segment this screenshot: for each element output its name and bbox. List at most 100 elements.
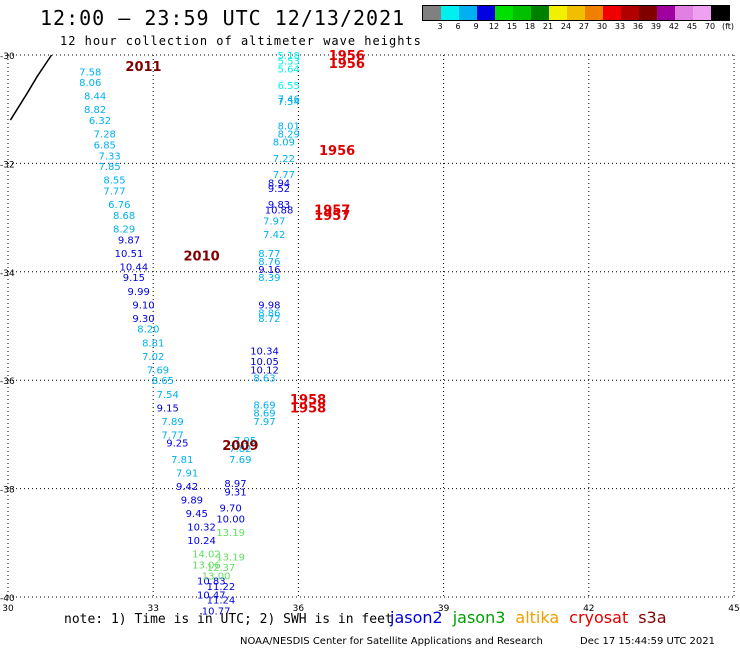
satellite-jason3: jason3	[452, 608, 506, 627]
y-tick-label: -38	[0, 486, 15, 496]
track-annotation: 2010	[184, 250, 220, 265]
wave-height-value: 7.81	[171, 455, 193, 466]
credit-text: NOAA/NESDIS Center for Satellite Applica…	[240, 636, 543, 647]
track-annotation: 1958	[290, 393, 326, 408]
wave-height-value: 7.54	[278, 97, 300, 108]
wave-height-value: 8.29	[278, 130, 300, 141]
wave-height-value: 9.99	[128, 287, 150, 298]
wave-height-value: 7.69	[147, 365, 169, 376]
track-annotation: 1956	[319, 144, 355, 159]
wave-height-value: 8.65	[152, 376, 174, 387]
wave-height-value: 9.30	[132, 314, 154, 325]
legend-label: 21	[542, 22, 554, 31]
wave-height-value: 10.47	[197, 590, 226, 601]
legend-label: 12	[488, 22, 500, 31]
wave-height-value: 9.70	[220, 504, 242, 515]
wave-height-value: 9.42	[176, 482, 198, 493]
wave-height-value: 7.77	[161, 430, 183, 441]
wave-height-value: 5.53	[278, 56, 300, 67]
wave-height-value: 6.85	[94, 140, 116, 151]
wave-height-value: 7.02	[142, 352, 164, 363]
wave-height-value: 13.19	[216, 552, 245, 563]
legend-swatch	[585, 6, 603, 20]
satellite-s3a: s3a	[638, 608, 667, 627]
legend-label: 6	[455, 22, 461, 31]
track-annotation: 1958	[290, 401, 326, 416]
wave-height-value: 8.20	[137, 325, 159, 336]
wave-height-value: 11.24	[207, 596, 236, 607]
wave-height-value: 9.15	[123, 273, 145, 284]
wave-height-value: 8.55	[103, 176, 125, 187]
satellite-jason2: jason2	[390, 608, 443, 627]
x-tick-label: 36	[293, 604, 305, 614]
wave-height-value: 10.24	[187, 536, 216, 547]
wave-height-value: 5.18	[278, 51, 300, 62]
legend-swatch	[549, 6, 567, 20]
track-annotation: 2011	[125, 60, 161, 75]
wave-height-value: 13.06	[192, 560, 221, 571]
wave-height-value: 8.68	[113, 211, 135, 222]
wave-height-value: 10.83	[197, 577, 226, 588]
wave-height-value: 8.72	[258, 314, 280, 325]
wave-height-value: 9.98	[258, 300, 280, 311]
wave-height-value: 8.81	[142, 338, 164, 349]
track-annotation: 1957	[314, 209, 350, 224]
wave-height-value: 8.63	[253, 373, 275, 384]
x-tick-label: 30	[2, 604, 14, 614]
wave-height-value: 9.31	[224, 487, 246, 498]
wave-height-value: 7.54	[157, 390, 179, 401]
legend-label: 70	[704, 22, 716, 31]
wave-height-value: 7.82	[229, 444, 251, 455]
track-annotation: 1956	[329, 57, 365, 72]
wave-height-value: 6.55	[278, 81, 300, 92]
wave-height-value: 7.89	[161, 417, 183, 428]
x-tick-label: 45	[728, 604, 739, 614]
chart-title: 12:00 – 23:59 UTC 12/13/2021	[40, 6, 406, 30]
wave-height-value: 14.02	[192, 550, 221, 561]
wave-height-value: 9.89	[181, 495, 203, 506]
wave-height-value: 11.22	[207, 582, 236, 593]
legend-swatch	[495, 6, 513, 20]
wave-height-value: 8.77	[258, 249, 280, 260]
wave-height-value: 9.25	[166, 439, 188, 450]
track-annotation: 1957	[314, 203, 350, 218]
legend-label: 27	[578, 22, 590, 31]
wave-height-value: 10.51	[115, 249, 144, 260]
coastline	[9, 54, 53, 121]
wave-height-value: 9.10	[132, 300, 154, 311]
legend-label: 18	[524, 22, 536, 31]
grid-lines	[7, 54, 735, 598]
legend-swatch	[657, 6, 675, 20]
y-tick-label: -30	[0, 52, 15, 62]
x-tick-label: 33	[147, 604, 158, 614]
legend-swatch	[423, 6, 441, 20]
wave-height-value: 8.94	[268, 178, 290, 189]
wave-height-value: 7.85	[99, 162, 121, 173]
wave-height-value: 13.00	[202, 571, 231, 582]
y-tick-label: -40	[0, 594, 15, 604]
legend-label: 36	[632, 22, 644, 31]
legend-swatch	[639, 6, 657, 20]
y-tick-label: -34	[0, 269, 15, 279]
wave-height-value: 8.69	[253, 401, 275, 412]
x-tick-label: 39	[438, 604, 450, 614]
wave-height-value: 12.37	[207, 563, 236, 574]
legend-label: (ft)	[721, 22, 735, 31]
legend-swatch	[459, 6, 477, 20]
wave-height-value: 10.88	[265, 205, 294, 216]
wave-height-value: 8.76	[258, 257, 280, 268]
coastline-line	[9, 54, 53, 121]
chart-subtitle: 12 hour collection of altimeter wave hei…	[60, 34, 422, 48]
wave-height-value: 10.44	[120, 262, 149, 273]
legend-swatch	[621, 6, 639, 20]
wave-height-value: 7.77	[273, 170, 295, 181]
wave-height-value: 7.97	[263, 216, 285, 227]
wave-height-value: 7.91	[176, 468, 198, 479]
wave-height-value: 6.32	[89, 116, 111, 127]
legend-label: 42	[668, 22, 680, 31]
wave-height-value: 10.12	[250, 365, 279, 376]
legend-label: 39	[650, 22, 662, 31]
wave-height-value: 10.05	[250, 357, 279, 368]
wave-height-value: 13.19	[216, 528, 245, 539]
